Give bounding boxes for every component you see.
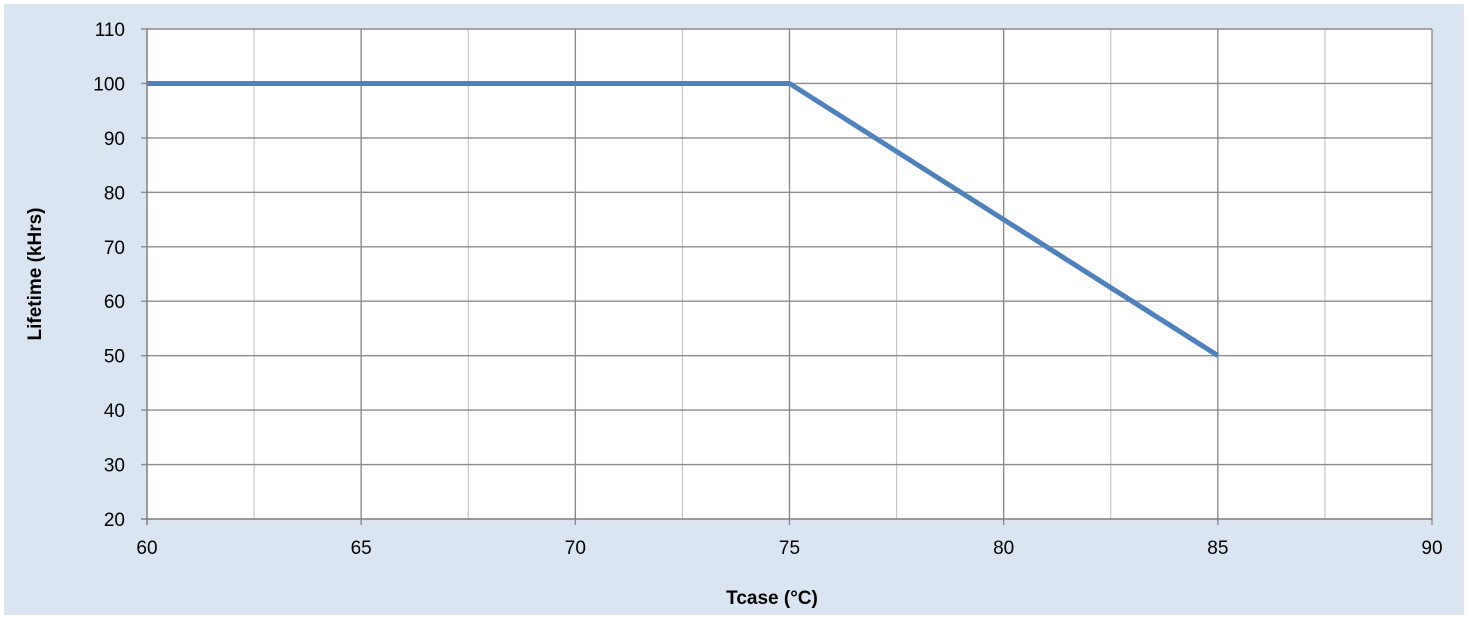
series-layer xyxy=(147,80,1220,358)
y-tick-label: 50 xyxy=(104,347,125,368)
x-axis-title: Tcase (°C) xyxy=(726,588,818,609)
x-tick-labels: 60 65 70 75 80 85 90 xyxy=(136,538,1442,559)
x-tick-label: 85 xyxy=(1207,538,1228,559)
x-tick-label: 80 xyxy=(993,538,1014,559)
y-tick-label: 30 xyxy=(104,456,125,477)
x-tick-label: 65 xyxy=(351,538,372,559)
y-tick-label: 90 xyxy=(104,129,125,150)
x-tick-label: 70 xyxy=(565,538,586,559)
x-tick-label: 90 xyxy=(1421,538,1442,559)
grid xyxy=(141,28,1433,525)
y-tick-label: 40 xyxy=(104,401,125,422)
y-tick-labels: 20 30 40 50 60 70 80 90 100 110 xyxy=(93,20,125,531)
x-tick-label: 75 xyxy=(779,538,800,559)
y-tick-label: 110 xyxy=(95,20,125,41)
axes xyxy=(141,29,1432,525)
lifetime-chart: 60 65 70 75 80 85 90 20 30 40 50 60 70 80 90 100 110 Tc… xyxy=(25,20,1443,609)
y-tick-label: 100 xyxy=(93,74,125,95)
y-tick-label: 70 xyxy=(104,238,125,259)
x-tick-label: 60 xyxy=(136,538,157,559)
y-axis-title: Lifetime (kHrs) xyxy=(25,207,46,340)
chart-container: 60 65 70 75 80 85 90 20 30 40 50 60 70 80 90 100 110 Tc… xyxy=(4,4,1464,615)
series-line-1 xyxy=(147,80,1220,358)
y-tick-label: 80 xyxy=(104,183,125,204)
y-tick-label: 20 xyxy=(104,510,125,531)
y-tick-label: 60 xyxy=(104,292,125,313)
